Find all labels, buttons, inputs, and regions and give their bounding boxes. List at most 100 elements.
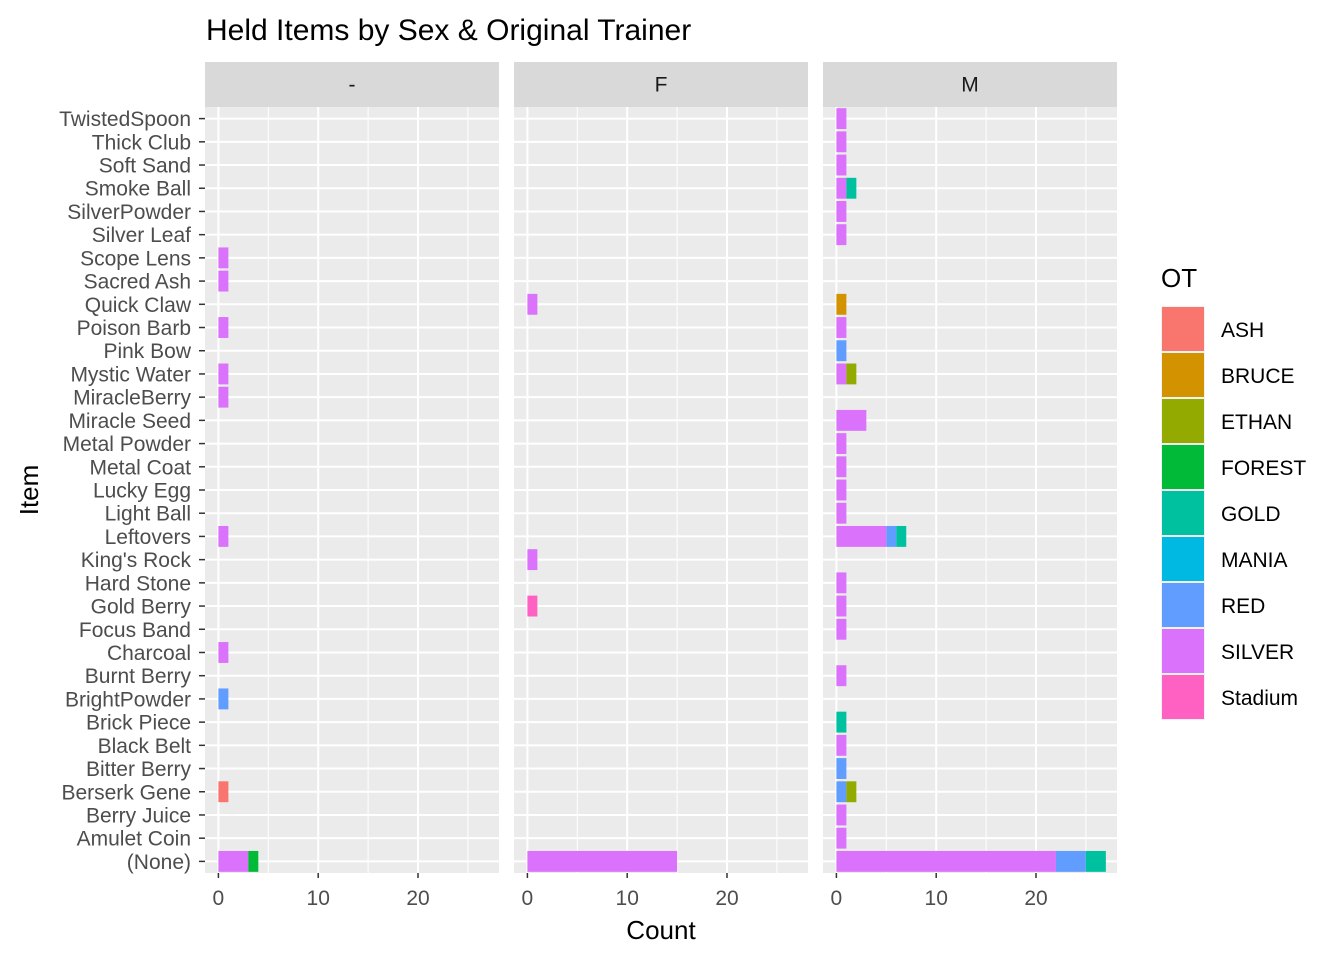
x-tick-label: 0: [831, 887, 843, 910]
bar-m-leftovers-red: [886, 525, 897, 547]
bar-f-gold-berry-stadium: [527, 595, 538, 617]
bar-f-none-silver: [527, 850, 678, 872]
y-tick-label: Lucky Egg: [93, 480, 191, 503]
facet-strip: [205, 62, 499, 107]
bar-m-hard-stone-silver: [836, 572, 847, 594]
bar-m-amulet-coin-silver: [836, 827, 847, 849]
y-tick-label: Light Ball: [105, 503, 191, 526]
facet-panel-blank: - 0 10 20: [205, 62, 499, 910]
legend-swatch: [1162, 629, 1204, 673]
x-axis-title: Count: [626, 915, 696, 945]
chart-title: Held Items by Sex & Original Trainer: [206, 14, 691, 47]
facet-strip-label: -: [349, 74, 356, 97]
bar-m-poison-barb-silver: [836, 317, 847, 338]
bar-m-mystic-water-ethan: [846, 363, 857, 385]
x-tick-label: 10: [925, 887, 948, 910]
y-tick-label: SilverPowder: [67, 201, 191, 224]
legend-swatch: [1162, 583, 1204, 627]
y-tick-label: (None): [127, 851, 191, 874]
legend-label: Stadium: [1221, 687, 1298, 710]
legend-label: ETHAN: [1221, 411, 1292, 434]
bar-m-leftovers-gold: [896, 525, 907, 547]
facet-panel-f: F 0 10 20: [514, 62, 808, 910]
y-tick-label: Berserk Gene: [61, 781, 191, 804]
legend-title: OT: [1161, 263, 1197, 293]
y-tick-label: Quick Claw: [85, 294, 192, 317]
y-tick-label: Amulet Coin: [77, 828, 191, 851]
bar-m-twistedspoon-silver: [836, 108, 847, 130]
y-tick-label: Burnt Berry: [85, 665, 192, 688]
bar-blank-poison-barb-silver: [218, 317, 229, 338]
y-tick-label: Metal Coat: [89, 456, 191, 479]
bar-m-thick-club-silver: [836, 131, 847, 153]
legend-label: FOREST: [1221, 457, 1306, 480]
bar-m-miracle-seed-silver: [836, 409, 867, 431]
bar-blank-sacred-ash-silver: [218, 270, 229, 292]
y-tick-label: Bitter Berry: [86, 758, 192, 781]
x-tick-label: 0: [213, 887, 225, 910]
x-tick-label: 20: [715, 887, 738, 910]
legend-swatch: [1162, 307, 1204, 351]
bar-blank-brightpowder-red: [218, 688, 229, 710]
legend-item-ethan: ETHAN: [1161, 398, 1292, 444]
bar-m-silver-leaf-silver: [836, 224, 847, 246]
bar-m-brick-piece-gold: [836, 711, 847, 733]
bar-m-mystic-water-silver: [836, 363, 847, 385]
bar-f-quick-claw-silver: [527, 293, 538, 315]
bar-m-none-gold: [1085, 850, 1106, 872]
legend-label: ASH: [1221, 319, 1264, 342]
bar-m-metal-coat-silver: [836, 456, 847, 478]
bar-blank-scope-lens-silver: [218, 247, 229, 269]
y-tick-label: King's Rock: [81, 549, 192, 572]
bar-m-smoke-ball-silver: [836, 177, 847, 199]
bar-m-berserk-gene-red: [836, 781, 847, 803]
bar-m-light-ball-silver: [836, 502, 847, 524]
x-tick-label: 0: [522, 887, 534, 910]
bar-blank-leftovers-silver: [218, 525, 229, 547]
y-tick-label: TwistedSpoon: [59, 108, 191, 131]
facet-strip-label: M: [961, 74, 979, 97]
bar-m-black-belt-silver: [836, 734, 847, 756]
y-tick-label: Leftovers: [105, 526, 191, 549]
legend-swatch: [1162, 399, 1204, 443]
x-tick-label: 10: [307, 887, 330, 910]
bar-m-quick-claw-bruce: [836, 293, 847, 315]
legend-item-silver: SILVER: [1161, 628, 1294, 674]
bar-blank-mystic-water-silver: [218, 363, 229, 385]
bar-m-smoke-ball-gold: [846, 177, 857, 199]
y-tick-label: Mystic Water: [70, 363, 191, 386]
bar-m-bitter-berry-red: [836, 758, 847, 779]
y-tick-label: Metal Powder: [63, 433, 191, 456]
bar-m-soft-sand-silver: [836, 154, 847, 176]
bar-m-pink-bow-red: [836, 340, 847, 362]
bar-m-none-red: [1055, 850, 1086, 872]
y-tick-label: Soft Sand: [99, 155, 191, 178]
y-tick-label: Poison Barb: [77, 317, 191, 340]
facet-strip: [514, 62, 808, 107]
bar-blank-miracleberry-silver: [218, 386, 229, 408]
facet-strip: [823, 62, 1117, 107]
legend-item-mania: MANIA: [1161, 536, 1288, 582]
y-tick-label: Charcoal: [107, 642, 191, 665]
bar-blank-berserk-gene-ash: [218, 781, 229, 803]
bar-m-none-silver: [836, 850, 1056, 872]
legend-item-red: RED: [1161, 582, 1265, 628]
legend-label: SILVER: [1221, 641, 1294, 664]
bar-m-gold-berry-silver: [836, 595, 847, 617]
facet-strip-label: F: [655, 74, 668, 97]
x-tick-label: 20: [1024, 887, 1047, 910]
y-tick-label: Gold Berry: [91, 596, 192, 619]
legend-item-bruce: BRUCE: [1161, 352, 1295, 398]
legend-label: RED: [1221, 595, 1265, 618]
legend-swatch: [1162, 445, 1204, 489]
bar-m-berserk-gene-ethan: [846, 781, 857, 803]
legend: OT ASH BRUCE ETHAN FOREST GOLD MANIA RED SILVER…: [1161, 263, 1306, 720]
bar-f-king-s-rock-silver: [527, 549, 538, 571]
legend-item-forest: FOREST: [1161, 444, 1306, 490]
legend-swatch: [1162, 491, 1204, 535]
bar-m-metal-powder-silver: [836, 433, 847, 455]
y-tick-label: Scope Lens: [80, 247, 191, 270]
bar-m-focus-band-silver: [836, 618, 847, 640]
bar-m-lucky-egg-silver: [836, 479, 847, 501]
y-tick-label: Black Belt: [98, 735, 192, 758]
